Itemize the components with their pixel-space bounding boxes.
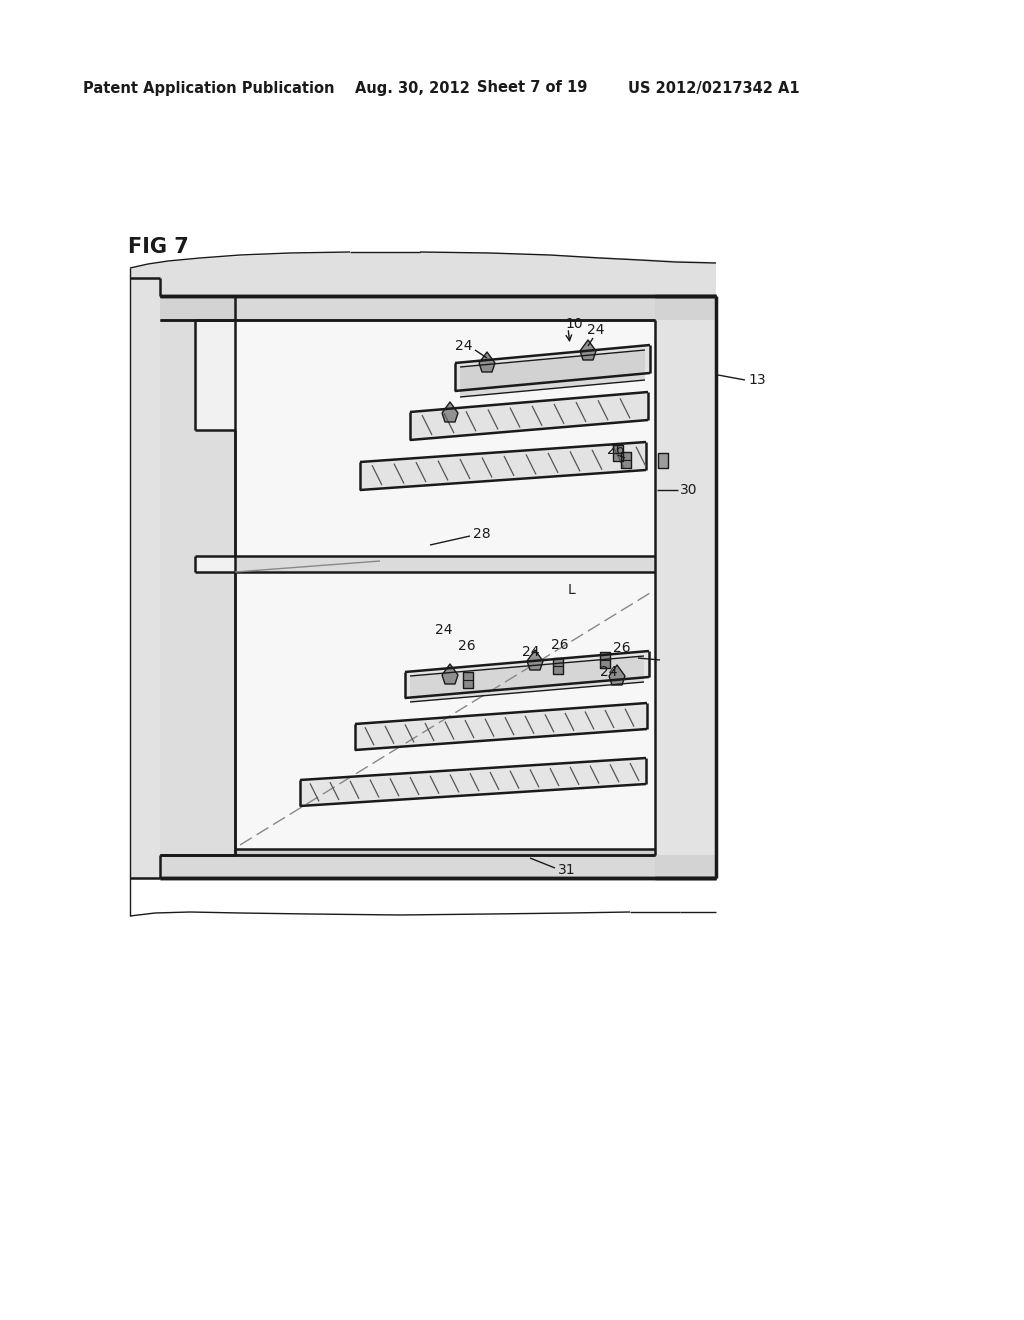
Text: 24: 24 bbox=[435, 623, 453, 638]
Polygon shape bbox=[160, 296, 716, 319]
Polygon shape bbox=[130, 252, 716, 296]
Polygon shape bbox=[360, 442, 646, 490]
Polygon shape bbox=[442, 664, 458, 684]
Polygon shape bbox=[355, 704, 647, 750]
Polygon shape bbox=[300, 758, 646, 807]
Polygon shape bbox=[130, 279, 234, 878]
Text: 24: 24 bbox=[522, 645, 540, 659]
Polygon shape bbox=[455, 345, 650, 391]
Text: 26: 26 bbox=[613, 642, 631, 655]
Text: 24: 24 bbox=[455, 339, 472, 352]
Text: 28: 28 bbox=[473, 527, 490, 541]
Polygon shape bbox=[621, 451, 631, 469]
Polygon shape bbox=[600, 652, 610, 668]
Polygon shape bbox=[553, 657, 563, 675]
Polygon shape bbox=[234, 319, 655, 855]
Text: 26: 26 bbox=[551, 638, 568, 652]
Text: 24: 24 bbox=[600, 665, 617, 678]
Text: 26: 26 bbox=[607, 444, 625, 457]
Polygon shape bbox=[479, 352, 495, 372]
Polygon shape bbox=[160, 855, 716, 878]
Polygon shape bbox=[655, 296, 716, 878]
Polygon shape bbox=[234, 849, 655, 855]
Text: 26: 26 bbox=[458, 639, 475, 653]
Polygon shape bbox=[580, 341, 596, 360]
Text: Patent Application Publication: Patent Application Publication bbox=[83, 81, 335, 95]
Polygon shape bbox=[658, 453, 668, 469]
Polygon shape bbox=[460, 350, 645, 397]
Text: L: L bbox=[568, 583, 575, 597]
Polygon shape bbox=[410, 392, 648, 440]
Polygon shape bbox=[160, 319, 234, 855]
Polygon shape bbox=[527, 649, 543, 671]
Text: Sheet 7 of 19: Sheet 7 of 19 bbox=[477, 81, 588, 95]
Text: 30: 30 bbox=[680, 483, 697, 498]
Text: 13: 13 bbox=[748, 374, 766, 387]
Text: US 2012/0217342 A1: US 2012/0217342 A1 bbox=[628, 81, 800, 95]
Text: 24: 24 bbox=[587, 323, 604, 337]
Polygon shape bbox=[406, 651, 649, 698]
Polygon shape bbox=[410, 656, 644, 702]
Text: FIG 7: FIG 7 bbox=[128, 238, 188, 257]
Polygon shape bbox=[442, 403, 458, 422]
Polygon shape bbox=[463, 672, 473, 688]
Text: Aug. 30, 2012: Aug. 30, 2012 bbox=[355, 81, 470, 95]
Polygon shape bbox=[613, 445, 623, 461]
Text: 10: 10 bbox=[565, 317, 583, 331]
Polygon shape bbox=[609, 665, 625, 685]
Polygon shape bbox=[234, 556, 655, 572]
Text: 31: 31 bbox=[558, 863, 575, 876]
